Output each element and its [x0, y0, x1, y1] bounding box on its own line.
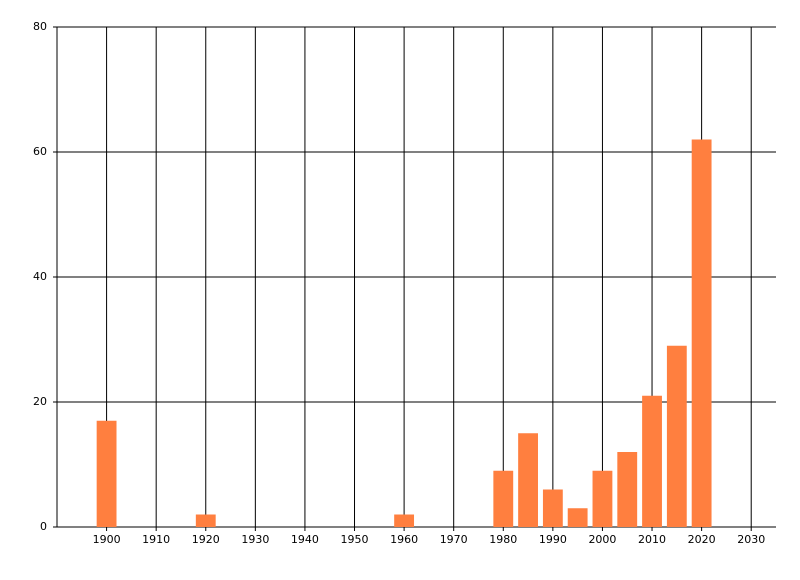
x-tick-label: 1970 — [440, 533, 468, 546]
x-tick-label: 2020 — [688, 533, 716, 546]
bar — [96, 420, 117, 527]
x-tick-label: 1950 — [341, 533, 369, 546]
y-tick-label: 0 — [40, 520, 47, 533]
x-tick-label: 1980 — [489, 533, 517, 546]
y-tick-label: 20 — [33, 395, 47, 408]
x-tick-label: 1920 — [192, 533, 220, 546]
x-tick-label: 2010 — [638, 533, 666, 546]
x-tick-label: 2000 — [588, 533, 616, 546]
y-tick-label: 40 — [33, 270, 47, 283]
x-tick-label: 1900 — [93, 533, 121, 546]
bar — [642, 395, 662, 527]
y-tick-label: 60 — [33, 145, 47, 158]
x-tick-label: 2030 — [737, 533, 765, 546]
bar — [567, 508, 588, 527]
bar — [592, 470, 613, 527]
x-tick-label: 1960 — [390, 533, 418, 546]
x-tick-label: 1930 — [241, 533, 269, 546]
bar — [691, 139, 712, 527]
x-tick-label: 1910 — [142, 533, 170, 546]
bar — [666, 345, 687, 527]
bar — [493, 470, 514, 527]
bar — [617, 452, 638, 527]
x-tick-label: 1940 — [291, 533, 319, 546]
bar — [394, 514, 415, 527]
x-tick-label: 1990 — [539, 533, 567, 546]
bar — [195, 514, 216, 527]
bar — [542, 489, 563, 527]
y-tick-label: 80 — [33, 20, 47, 33]
bar — [518, 433, 538, 527]
